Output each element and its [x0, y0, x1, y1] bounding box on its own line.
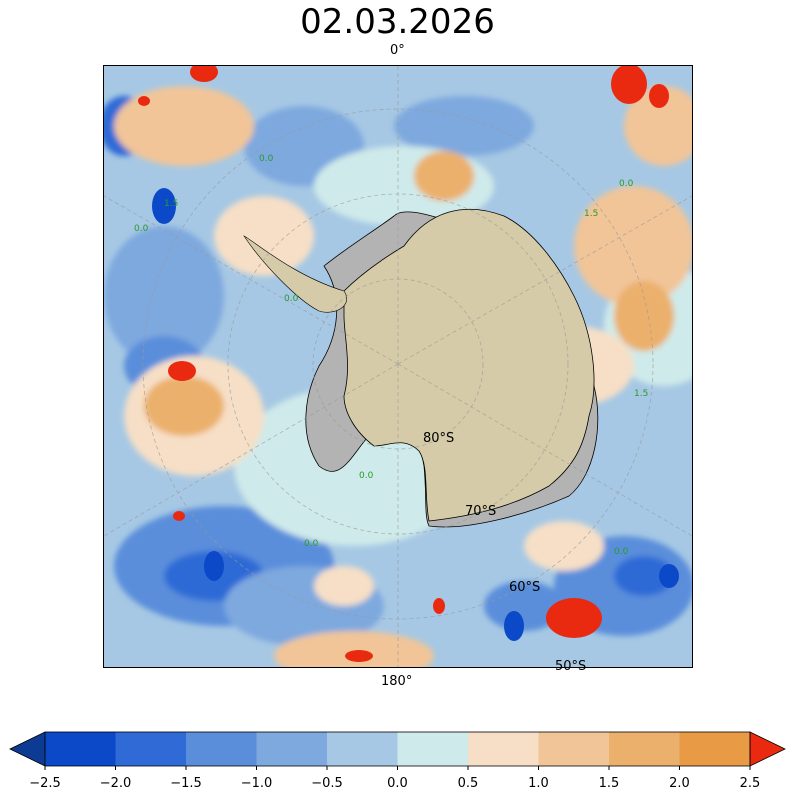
- colorbar-tick-label: 1.5: [598, 776, 620, 791]
- colorbar-segment: [327, 732, 398, 766]
- anomaly-field: [104, 86, 692, 667]
- contour-label: 1.5: [634, 389, 648, 399]
- colorbar-tick-label: 2.5: [739, 776, 761, 791]
- colorbar-segment: [679, 732, 751, 766]
- contour-label: 0.0: [284, 294, 299, 304]
- map-title: 02.03.2026: [300, 2, 495, 42]
- colorbar-tick-label: 0.0: [387, 776, 408, 791]
- contour-label: 0.0: [614, 547, 629, 557]
- contour-label: 0.0: [304, 539, 319, 549]
- extreme-warm-spots: [138, 66, 669, 662]
- colorbar-segment: [256, 732, 328, 766]
- contour-label: 0.0: [134, 224, 149, 234]
- contour-label: 1.5: [164, 199, 178, 209]
- latitude-label-60s: 60°S: [509, 580, 541, 595]
- colorbar-segment: [45, 732, 116, 766]
- contour-labels: 0.0 0.0 0.0 0.0 0.0 1.5 1.5 1.5 0.0 0.0: [134, 154, 648, 557]
- colorbar-tick-label: 0.5: [457, 776, 479, 791]
- colorbar-tick-label: −2.0: [99, 776, 132, 791]
- colorbar-tick-label: −0.5: [311, 776, 343, 791]
- longitude-label-top: 0°: [390, 43, 405, 58]
- graticule: [104, 66, 692, 667]
- colorbar-segment: [538, 732, 610, 766]
- contour-label: 0.0: [619, 179, 634, 189]
- colorbar-segment: [397, 732, 469, 766]
- colorbar-tick-label: 2.0: [669, 776, 690, 791]
- colorbar-arrow-high: [749, 731, 786, 767]
- latitude-label-70s: 70°S: [465, 504, 497, 519]
- extreme-cold-spots: [152, 188, 679, 641]
- colorbar-tick-label: −1.5: [170, 776, 202, 791]
- colorbar-tick-label: 1.0: [528, 776, 549, 791]
- colorbar-segment: [468, 732, 539, 766]
- contour-label: 0.0: [259, 154, 274, 164]
- latitude-label-80s: 80°S: [423, 431, 455, 446]
- contour-label: 1.5: [584, 209, 598, 219]
- colorbar-tick-label: −1.0: [240, 776, 273, 791]
- colorbar-tick-label: −2.5: [29, 776, 61, 791]
- colorbar-arrow-low: [9, 731, 46, 767]
- colorbar: [9, 731, 786, 770]
- longitude-label-bottom: 180°: [381, 674, 413, 689]
- antarctica: [243, 208, 599, 528]
- colorbar-segment: [609, 732, 680, 766]
- contour-label: 0.0: [359, 471, 374, 481]
- latitude-label-50s: 50°S: [555, 659, 587, 674]
- colorbar-segment: [115, 732, 187, 766]
- polar-map: 0.0 0.0 0.0 0.0 0.0 1.5 1.5 1.5 0.0 0.0: [103, 65, 693, 668]
- colorbar-segment: [186, 732, 257, 766]
